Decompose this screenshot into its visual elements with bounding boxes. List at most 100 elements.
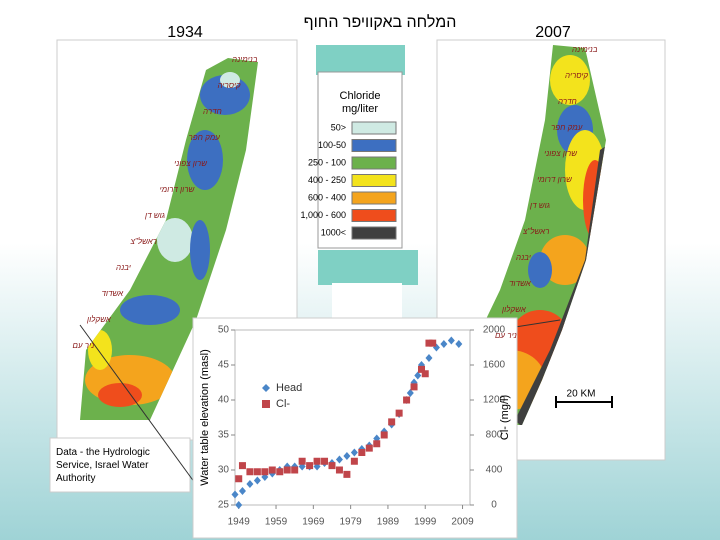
point — [235, 475, 243, 483]
panel — [332, 283, 402, 323]
legend-swatch — [351, 226, 397, 240]
point — [410, 383, 418, 391]
point — [343, 452, 351, 460]
y-tick-label: 30 — [218, 465, 230, 476]
x-tick-label: 1999 — [414, 517, 437, 528]
point — [418, 365, 426, 373]
map-label: ראשל"צ — [522, 227, 549, 236]
map-label: שרון צפוני — [174, 159, 208, 168]
legend-swatch — [351, 209, 397, 222]
point — [406, 389, 414, 397]
map-label: עמק חפר — [551, 123, 583, 132]
x-tick-label: 1979 — [340, 517, 363, 528]
y2-tick-label: 400 — [486, 465, 503, 476]
note: Data - the Hydrologic Service, Israel Wat… — [56, 447, 150, 484]
y2-tick-label: 1600 — [483, 360, 506, 371]
map-label: אשדוד — [509, 279, 532, 288]
legend-swatch — [351, 139, 397, 152]
panel — [316, 45, 405, 75]
legend-label: 250 - 100 — [308, 157, 346, 167]
point — [235, 501, 243, 509]
y-tick-label: 45 — [218, 360, 230, 371]
map-label: ראשל"צ — [130, 237, 157, 246]
y2-tick-label: 1200 — [483, 395, 506, 406]
point — [414, 371, 422, 380]
legend-title: Chloride mg/liter — [340, 90, 381, 115]
map-label: קיסריה — [565, 71, 588, 80]
map-label: ניר עם — [495, 331, 517, 340]
point — [246, 480, 254, 488]
point — [380, 431, 388, 439]
point — [388, 418, 396, 426]
map-label: בנימינה — [232, 55, 258, 64]
legend-label: 400 - 250 — [308, 175, 346, 185]
map-label: שרון צפוני — [544, 149, 578, 158]
point — [246, 468, 254, 476]
point — [425, 339, 433, 347]
map-label: אשקלון — [501, 305, 527, 314]
title: המלחה באקוויפר החוף — [304, 13, 457, 31]
point — [350, 457, 358, 465]
point — [447, 336, 455, 345]
point — [440, 340, 448, 348]
point — [306, 462, 314, 470]
legend-label: 50> — [331, 122, 346, 132]
map-label: גוש דן — [529, 201, 550, 210]
point — [268, 466, 276, 474]
connector — [79, 324, 201, 491]
point — [253, 468, 261, 476]
map-label: יבנה — [516, 253, 531, 262]
point — [313, 457, 321, 465]
map-label: שרון דרומי — [160, 185, 196, 194]
legend-swatch — [351, 191, 397, 205]
y-tick-label: 50 — [218, 325, 230, 336]
point — [421, 370, 429, 378]
chart-box — [192, 317, 518, 539]
map-label: חדרה — [558, 97, 577, 106]
point — [321, 457, 329, 465]
point — [238, 487, 246, 495]
map-label: ניר עם — [73, 341, 95, 350]
right-year: 2007 — [535, 24, 571, 41]
point — [395, 409, 403, 417]
y-axis-label: Water table elevation (masl) — [199, 349, 211, 486]
point — [276, 468, 284, 476]
legend-label: Head — [276, 382, 302, 394]
point — [298, 457, 306, 465]
map-label: שרון דרומי — [537, 175, 573, 184]
y-tick-label: 35 — [218, 430, 230, 441]
legend-label: 100-50 — [318, 140, 346, 150]
y2-tick-label: 2000 — [483, 325, 506, 336]
y2-tick-label: 0 — [491, 500, 497, 511]
point — [238, 462, 246, 470]
map-label: קיסריה — [218, 81, 241, 90]
point — [231, 490, 239, 499]
point — [373, 440, 381, 448]
legend-swatch — [351, 156, 397, 170]
point — [365, 444, 373, 452]
legend-label: 1,000 - 600 — [300, 210, 346, 220]
y2-axis-label: Cl- (mg/l) — [499, 395, 511, 440]
x-tick-label: 1969 — [302, 517, 325, 528]
map-label: אשקלון — [86, 315, 112, 324]
x-tick-label: 2009 — [451, 517, 474, 528]
legend-label: 1000< — [321, 227, 346, 237]
map-label: אשדוד — [102, 289, 125, 298]
map-label: חדרה — [203, 107, 222, 116]
point — [283, 466, 291, 474]
map-label: גוש דן — [144, 211, 165, 220]
point — [253, 476, 261, 485]
left-year: 1934 — [167, 24, 203, 41]
x-tick-label: 1949 — [228, 517, 251, 528]
point — [335, 466, 343, 474]
legend-swatch — [351, 174, 397, 187]
y-tick-label: 40 — [218, 395, 230, 406]
legend-marker — [262, 400, 270, 408]
point — [261, 468, 269, 476]
map-label: עמק חפר — [189, 133, 221, 142]
point — [328, 462, 336, 470]
scale-label: 20 KM — [567, 389, 596, 400]
legend-label: Cl- — [276, 398, 290, 410]
point — [358, 449, 366, 456]
